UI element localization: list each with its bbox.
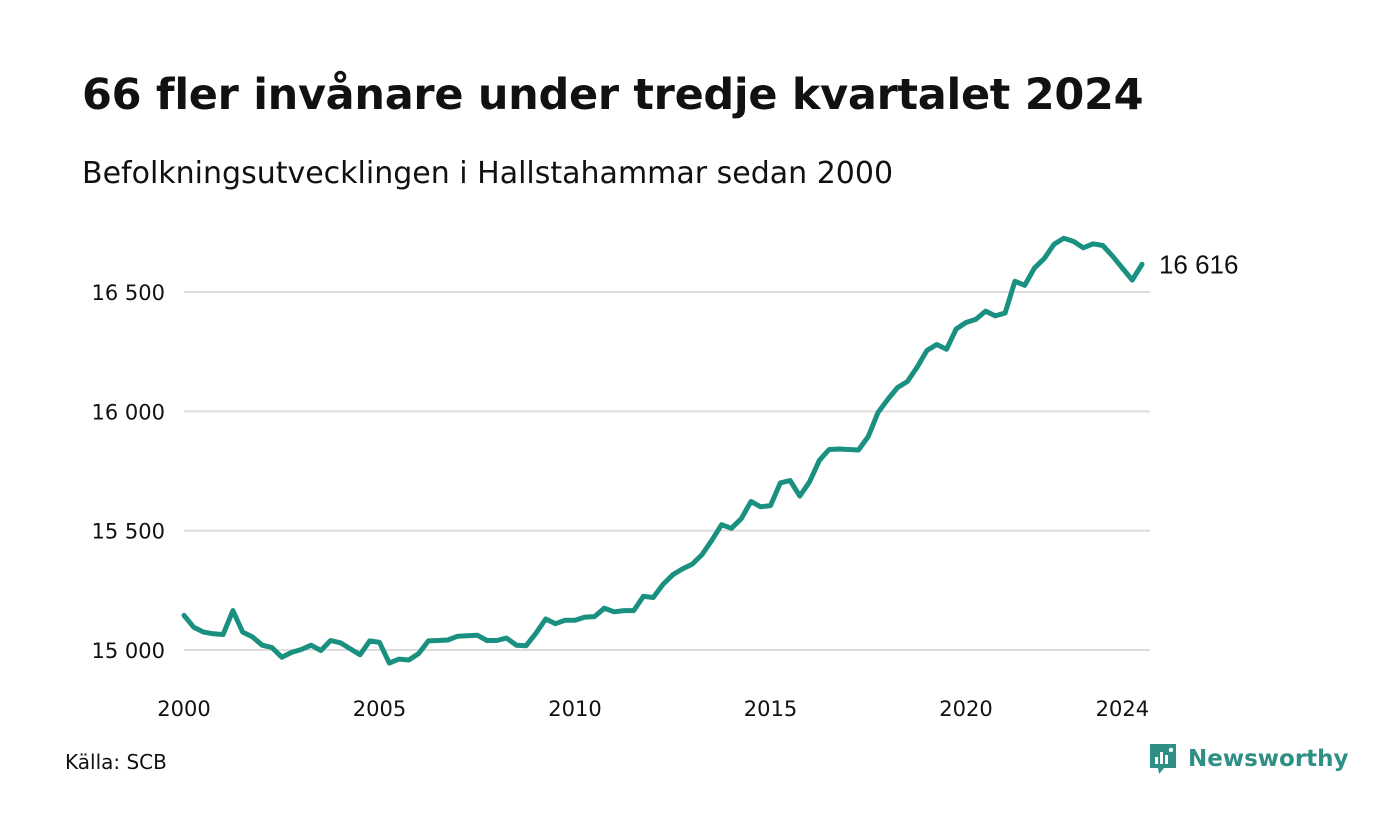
brand-name: Newsworthy — [1188, 746, 1349, 772]
grid-lines — [184, 291, 1150, 651]
y-tick-label: 16 500 — [92, 281, 165, 305]
brand-logo: Newsworthy — [1148, 742, 1349, 776]
x-tick-label: 2005 — [353, 697, 406, 721]
x-tick-label: 2010 — [548, 697, 601, 721]
x-tick-label: 2024 — [1096, 697, 1149, 721]
y-tick-label: 15 000 — [92, 639, 165, 663]
source-note: Källa: SCB — [65, 750, 167, 774]
y-axis-ticks: 15 000 15 500 16 000 16 500 — [92, 281, 165, 663]
x-tick-label: 2000 — [157, 697, 210, 721]
x-axis-ticks: 2000 2005 2010 2015 2020 2024 — [157, 697, 1149, 721]
chart-subtitle: Befolkningsutvecklingen i Hallstahammar … — [82, 156, 894, 191]
series-line — [181, 235, 1145, 666]
x-tick-label: 2020 — [939, 697, 992, 721]
x-tick-label: 2015 — [744, 697, 797, 721]
last-value-label: 16 616 — [1159, 249, 1239, 279]
chart-title: 66 fler invånare under tredje kvartalet … — [82, 70, 1144, 120]
y-tick-label: 16 000 — [92, 400, 165, 424]
y-tick-label: 15 500 — [92, 520, 165, 544]
newsworthy-logo-icon — [1150, 744, 1176, 774]
